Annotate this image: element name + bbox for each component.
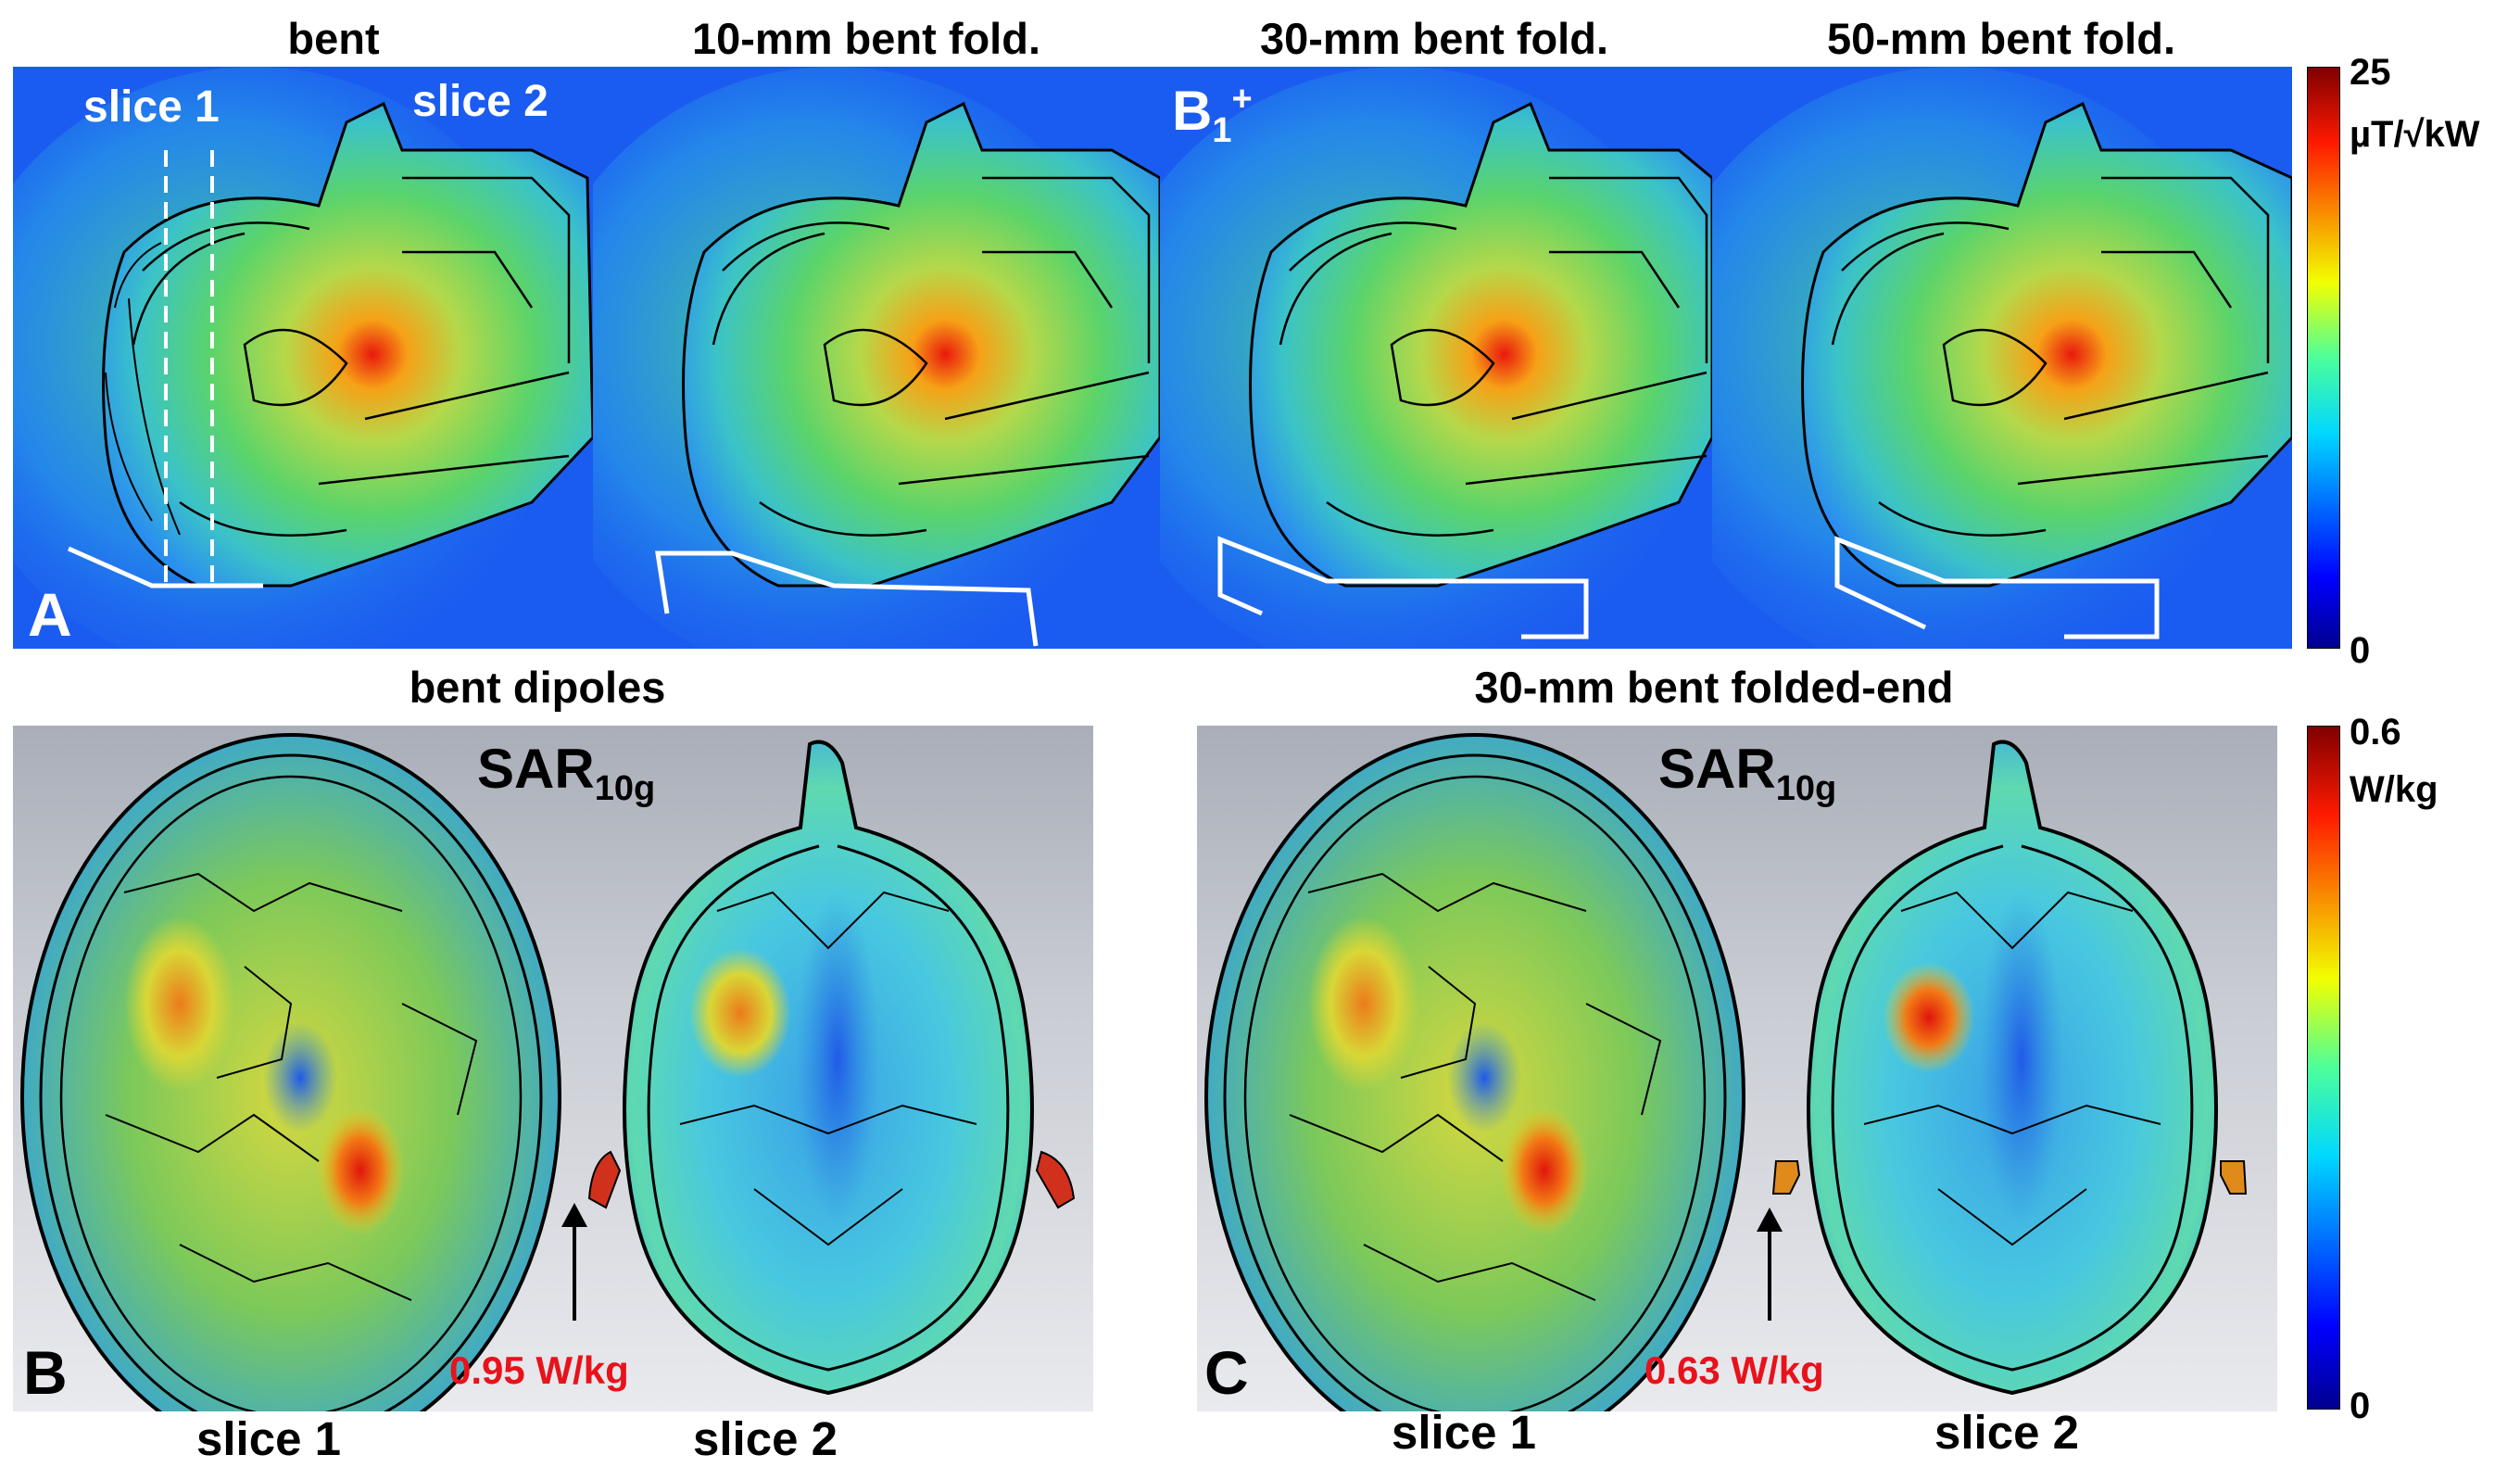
panel-c-title: 30-mm bent folded-end [1474, 663, 1954, 712]
sar-label-b: SAR10g [477, 738, 656, 808]
slice-2-caption-c: slice 2 [1934, 1406, 2079, 1459]
b1-map-30mm [1160, 67, 1712, 649]
sar-base-b: SAR [477, 738, 595, 800]
b1-map-10mm [593, 67, 1160, 649]
coil-bent [67, 546, 263, 588]
peak-arrowhead-b [561, 1203, 587, 1227]
panel-letter-a: A [28, 580, 72, 649]
b1-map-50mm [1712, 67, 2292, 649]
sar-slice-1-head [20, 733, 561, 1411]
head-sagittal-bent [102, 101, 593, 588]
b1-sup: + [1231, 80, 1253, 119]
peak-sar-b: 0.95 W/kg [449, 1348, 629, 1392]
slice-2-label: slice 2 [412, 77, 548, 126]
sar-colorbar-min: 0 [2350, 1385, 2371, 1426]
sar-panel-bent-dipoles [13, 726, 1093, 1411]
b1-colorbar-max: 25 [2350, 52, 2391, 93]
sar-base-c: SAR [1658, 738, 1776, 800]
panel-a3-title: 30-mm bent fold. [1259, 14, 1609, 63]
panel-a4-title: 50-mm bent fold. [1826, 14, 2176, 63]
panel-letter-c: C [1204, 1338, 1249, 1407]
panel-letter-b: B [23, 1338, 68, 1407]
peak-arrowhead-c [1757, 1208, 1783, 1232]
sar-label-c: SAR10g [1658, 738, 1837, 808]
b1-plus-label: B1+ [1172, 82, 1253, 148]
sar-panel-folded-end [1197, 726, 2277, 1411]
coil-30mm [1217, 536, 1589, 639]
slice-1-caption-b: slice 1 [196, 1412, 341, 1465]
coil-50mm [1834, 536, 2160, 639]
peak-sar-c: 0.63 W/kg [1644, 1348, 1824, 1392]
sar-slice-2-head [587, 740, 1076, 1396]
coil-10mm [655, 550, 1039, 647]
b1-colorbar [2307, 67, 2340, 649]
peak-arrow-b [573, 1219, 576, 1321]
peak-arrow-c [1768, 1223, 1771, 1321]
slice-1-caption-c: slice 1 [1392, 1406, 1536, 1459]
sar-colorbar-max: 0.6 [2350, 712, 2401, 753]
sar-sub-c: 10g [1775, 769, 1837, 808]
panel-b-title: bent dipoles [409, 663, 666, 712]
sar-slice-1-head-c [1204, 733, 1745, 1411]
sar-colorbar [2307, 726, 2340, 1410]
slice-1-label: slice 1 [83, 82, 220, 132]
panel-a2-title: 10-mm bent fold. [691, 14, 1041, 63]
b1-colorbar-min: 0 [2350, 630, 2371, 671]
slice-2-caption-b: slice 2 [693, 1412, 838, 1465]
panel-a1-title: bent [287, 14, 380, 63]
sar-colorbar-unit: W/kg [2350, 769, 2438, 810]
sar-slice-2-head-c [1771, 740, 2248, 1396]
b1-base: B [1172, 80, 1213, 142]
b1-colorbar-unit: µT/√kW [2350, 114, 2480, 155]
b1-map-bent [13, 67, 593, 649]
b1-sub: 1 [1212, 111, 1232, 150]
sar-sub-b: 10g [594, 769, 656, 808]
